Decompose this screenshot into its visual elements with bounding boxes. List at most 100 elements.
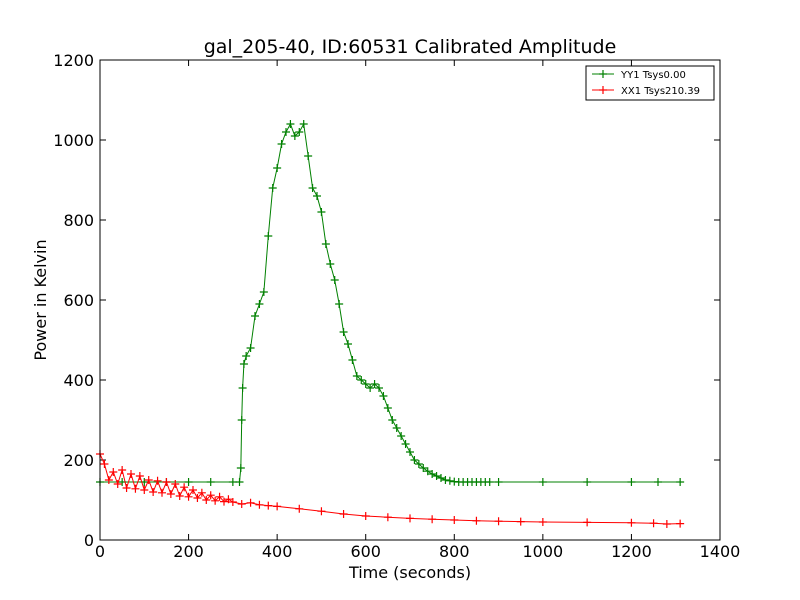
data-point [118,466,127,474]
data-point [237,416,246,424]
data-point [326,260,335,268]
data-point [428,515,437,524]
data-point [197,488,206,497]
series-markers-0 [96,120,685,486]
data-point [450,516,459,524]
data-point [202,496,211,504]
data-point [441,476,450,484]
y-tick-label: 800 [63,211,94,230]
y-tick-label: 1200 [53,51,94,70]
data-point [184,492,193,501]
data-point [361,512,370,520]
data-point [135,472,144,480]
data-point [268,184,277,192]
data-point [485,478,494,486]
data-point [654,478,662,486]
data-point [516,517,525,526]
data-point [166,490,175,498]
y-axis-label: Power in Kelvin [31,239,50,360]
data-point [149,488,158,496]
data-point [383,513,392,522]
data-point [472,516,481,525]
data-point [127,470,135,478]
data-point [317,507,326,516]
legend-label-0: YY1 Tsys0.00 [620,70,686,81]
data-point [220,497,228,506]
data-point [290,132,299,140]
data-point [494,517,503,526]
series-markers-1 [96,450,685,528]
data-point [282,128,290,136]
data-point [211,496,220,505]
data-point [264,232,273,240]
data-point [339,328,348,336]
x-tick-label: 600 [350,542,381,561]
y-tick-label: 1000 [53,131,94,150]
data-point [538,478,547,486]
data-point [215,492,224,501]
x-axis-label: Time (seconds) [348,563,471,582]
data-point [361,380,370,388]
data-point [366,384,375,392]
legend-marker-1 [599,86,607,94]
x-tick-label: 1000 [522,542,563,561]
data-point [339,510,348,518]
data-point [246,344,255,352]
data-point [228,498,237,506]
data-point [538,518,547,526]
data-point [662,520,671,528]
data-point [224,495,233,504]
data-point [649,519,658,528]
data-point [627,518,636,527]
data-point [321,240,330,248]
data-point [286,120,295,128]
data-point [104,476,113,484]
data-point [100,460,109,468]
data-point [406,448,414,456]
legend-box [585,65,715,101]
legend-label-1: XX1 Tsys210.39 [621,86,700,97]
data-point [242,352,251,360]
legend: YY1 Tsys0.00 XX1 Tsys210.39 [585,65,715,101]
data-point [317,208,326,216]
data-point [410,456,419,464]
data-point [437,474,445,482]
x-tick-label: 0 [95,542,105,561]
data-point [379,392,388,400]
data-point [236,464,245,472]
data-point [423,467,432,476]
data-point [348,356,357,364]
y-tick-label: 400 [63,371,94,390]
x-tick-label: 200 [173,542,204,561]
data-point [140,486,149,494]
data-point [392,424,401,432]
x-tick-label: 800 [439,542,470,561]
y-tick-label: 600 [63,291,94,310]
data-point [237,500,246,508]
data-point [406,514,414,523]
data-point [264,501,273,510]
data-point [299,120,308,128]
data-point [583,478,592,486]
data-point [627,478,636,486]
data-point [180,483,189,492]
data-point [432,472,441,480]
data-point [255,300,264,308]
x-tick-label: 1400 [700,542,741,561]
plot-frame [99,59,721,541]
data-point [193,494,202,502]
x-tick-label: 400 [262,542,293,561]
data-point [189,486,197,494]
chart-title: gal_205-40, ID:60531 Calibrated Amplitud… [204,36,617,58]
data-point [494,478,503,486]
data-point [295,504,304,513]
data-point [383,404,392,412]
data-point [375,384,383,392]
data-point [330,276,339,284]
data-point [206,491,215,500]
data-point [238,384,247,392]
series-layer [96,120,685,528]
data-point [122,484,131,492]
data-point [335,300,344,308]
